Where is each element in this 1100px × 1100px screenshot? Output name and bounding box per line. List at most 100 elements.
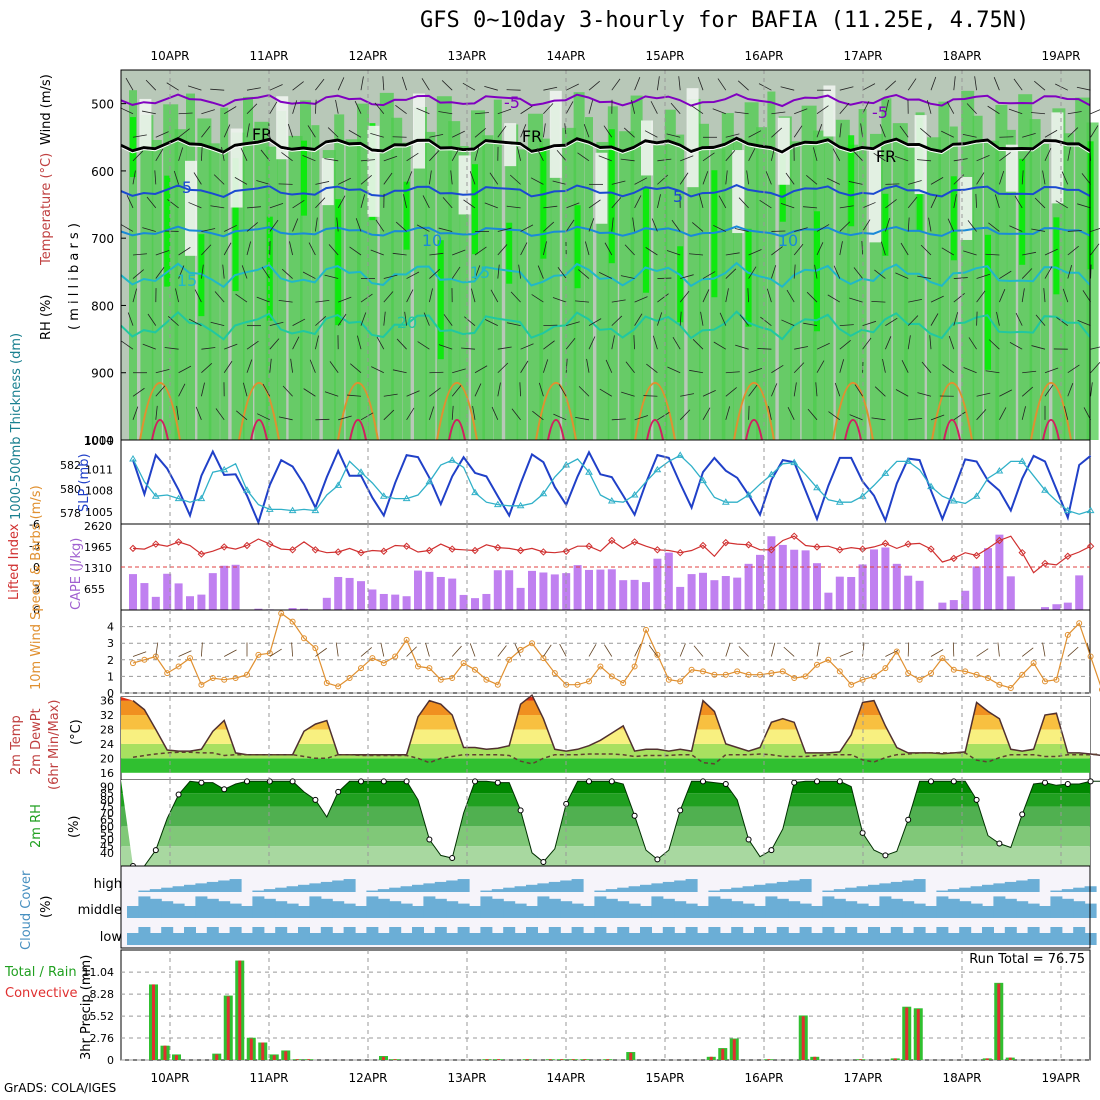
wind-barb — [738, 646, 749, 657]
date-label-bottom: 14APR — [546, 1071, 585, 1085]
rh-region — [550, 102, 560, 441]
lifted-index-marker — [334, 548, 342, 556]
wind-speed-marker — [631, 663, 638, 670]
rh-tick-label: 60 — [100, 820, 114, 833]
cloud-cover-bar — [298, 906, 310, 918]
wind-barb — [484, 85, 498, 91]
cape-bar — [984, 548, 992, 610]
date-label-bottom: 15APR — [645, 1071, 684, 1085]
cloud-cover-bar — [548, 927, 561, 945]
cape-bar — [505, 570, 514, 610]
precip-convective-bar — [485, 1059, 489, 1060]
wind-barb — [646, 363, 658, 374]
rh-region — [985, 234, 991, 370]
wind-barb — [725, 268, 737, 279]
wind-barb — [852, 150, 863, 162]
wind-speed-marker — [164, 670, 171, 677]
wind-barb — [862, 219, 871, 232]
isotherm-30 — [349, 418, 367, 441]
wind-barb — [370, 133, 384, 138]
cape-bar — [516, 587, 525, 610]
precip-convective-bar — [393, 1059, 397, 1060]
rh-marker — [175, 791, 182, 798]
cloud-cover-bar — [514, 933, 527, 945]
wind-barb — [497, 244, 508, 256]
thickness-marker — [744, 491, 753, 498]
isotherm-label: -5 — [872, 103, 888, 122]
rh-region — [232, 158, 239, 292]
cloud-cover-bar — [560, 880, 573, 892]
cloud-cover-bar — [651, 896, 664, 918]
wind-barb — [155, 131, 169, 138]
wind-barb — [315, 299, 330, 303]
temp-tick-label: 20 — [100, 752, 114, 765]
thickness-marker — [721, 498, 730, 505]
wind-barb — [999, 170, 1005, 185]
thickness-marker — [995, 467, 1004, 474]
wind-barb — [691, 105, 704, 115]
temp-tick-label: 16 — [100, 767, 114, 780]
wind-barb — [644, 130, 658, 138]
wind-barb — [132, 253, 147, 256]
wind-barb — [538, 382, 544, 397]
cloud-cover-bar — [412, 884, 424, 892]
cloud-cover-bar — [605, 889, 618, 892]
wind-speed-marker — [700, 668, 706, 675]
cloud-cover-bar — [640, 884, 652, 892]
cloud-cover-bar — [172, 886, 185, 892]
precip-convective-bar — [261, 1042, 265, 1060]
rh-region — [1006, 129, 1016, 440]
lifted-index-marker — [744, 541, 753, 549]
cape-bar — [767, 536, 776, 610]
wind-barb — [1031, 345, 1046, 350]
cape-bar — [961, 590, 970, 610]
wind-barb — [155, 405, 158, 420]
rh-marker — [791, 779, 798, 786]
wind-barb — [634, 77, 641, 91]
wind-barb — [880, 241, 886, 256]
lifted-index-marker — [790, 532, 798, 540]
thickness-marker — [129, 455, 137, 462]
rh-marker — [1087, 778, 1094, 785]
thickness-marker — [243, 486, 251, 493]
wind-barb — [611, 335, 615, 350]
rh-region — [677, 246, 684, 323]
rh-region — [458, 155, 471, 215]
wind-barb — [583, 123, 590, 138]
cloud-cover-bar — [184, 906, 196, 918]
cloud-cover-bar — [503, 887, 516, 892]
wind-barb — [793, 125, 803, 138]
wind-barb — [588, 80, 600, 91]
rh-region — [437, 240, 444, 360]
rh-region — [185, 160, 197, 256]
wind-barb — [771, 265, 777, 279]
isotherm-20 — [120, 310, 1091, 341]
cloud-cover-bar — [218, 901, 231, 918]
thickness-marker — [767, 470, 776, 478]
wind-barb — [142, 343, 156, 350]
wind-barb — [302, 271, 316, 279]
rh-region — [848, 135, 855, 227]
wind-barb — [566, 83, 579, 91]
wind-barb — [702, 389, 716, 397]
wind-barb — [178, 265, 185, 279]
wind-barb — [632, 217, 635, 232]
wind-speed-marker — [848, 681, 855, 688]
cloud-cover-bar — [674, 880, 687, 892]
slp-tick-label: 1011 — [85, 463, 113, 476]
wind-barb — [173, 170, 179, 185]
wind-barb — [235, 293, 248, 303]
cloud-cover-bar — [1004, 898, 1017, 918]
cloud-cover-bar — [617, 927, 630, 945]
rh-region — [414, 107, 427, 440]
wind-barb — [269, 321, 284, 327]
rh-region — [732, 150, 745, 234]
wind-barb — [758, 83, 772, 91]
precip-convective-bar — [152, 984, 155, 1060]
wind-barb — [246, 359, 253, 373]
wind-barb — [425, 642, 430, 657]
wind-barb — [1090, 227, 1100, 232]
wind-barb — [816, 123, 823, 138]
cloud-cover-bar — [708, 927, 721, 945]
wind-barb — [692, 338, 704, 350]
